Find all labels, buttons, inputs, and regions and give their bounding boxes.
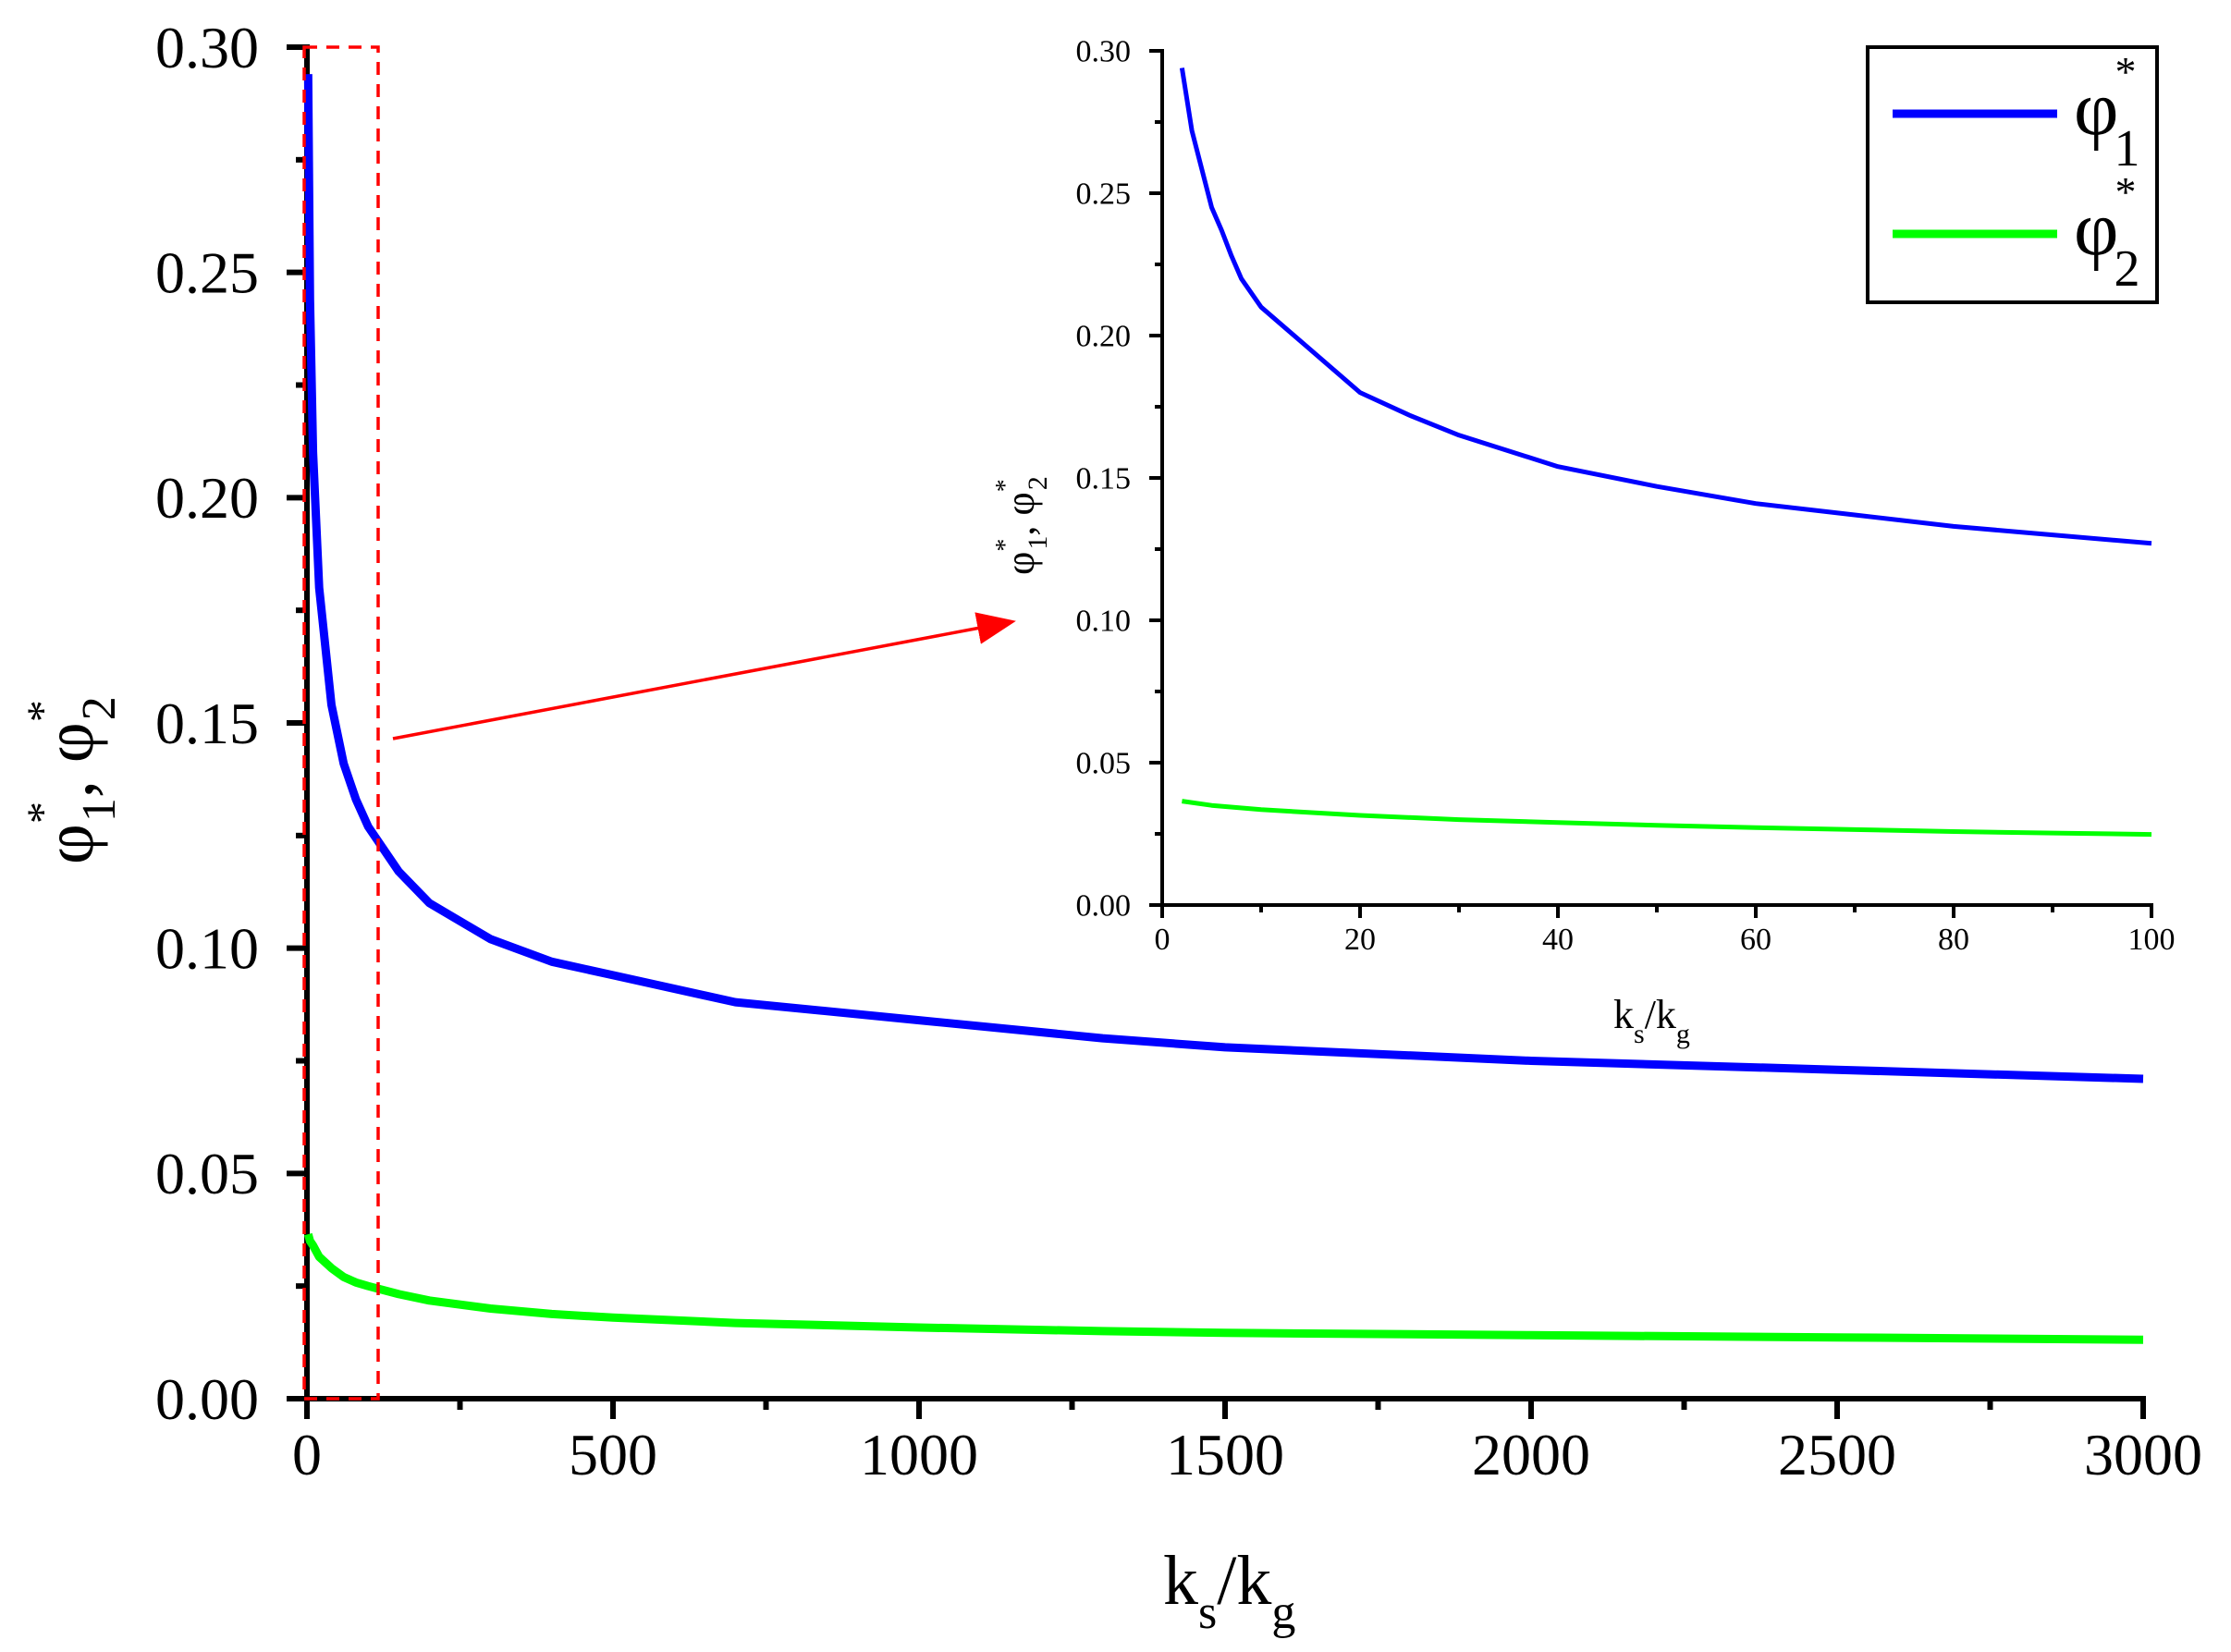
x-tick-label: 60 — [1740, 923, 1771, 957]
legend-label-phi2: φ* 2 — [2074, 168, 2139, 298]
main-plot: 0.000.050.100.150.200.250.30 0 500 1000 150… — [18, 15, 2202, 1639]
inset-series-phi1-line — [1179, 67, 2152, 546]
main-x-axis-ticks: 0 500 1000 1500 2000 2500 3000 — [292, 1399, 2202, 1487]
main-x-axis-label: ks/kg — [1163, 1542, 1295, 1639]
y-tick-label: 0.25 — [155, 239, 259, 305]
x-tick-label: 40 — [1542, 923, 1574, 957]
x-tick-label: 80 — [1938, 923, 1969, 957]
y-tick-label: 0.25 — [1076, 177, 1132, 212]
inset-plot: 0.00 0.05 0.10 0.15 0.20 0.25 0.30 0 20 40 60 80 10… — [991, 35, 2176, 1049]
x-tick-label: 2500 — [1778, 1422, 1896, 1487]
y-tick-label: 0.15 — [1076, 462, 1132, 496]
zoom-region-dashed-box — [302, 45, 380, 1401]
inset-x-axis-label: ks/kg — [1613, 992, 1690, 1049]
x-tick-label: 3000 — [2084, 1422, 2202, 1487]
inset-y-axis-label: φ* 1, φ* 2 — [991, 476, 1053, 575]
y-tick-label: 0.05 — [1076, 747, 1132, 781]
x-tick-label: 0 — [292, 1422, 322, 1487]
x-tick-label: 1000 — [860, 1422, 978, 1487]
y-tick-label: 0.30 — [155, 15, 259, 80]
main-y-axis-ticks: 0.00 0.05 0.10 0.15 0.20 0.25 0.30 — [155, 15, 307, 1432]
main-series-phi2-line — [303, 1232, 2144, 1344]
y-tick-label: 0.00 — [155, 1366, 259, 1432]
x-tick-label: 0 — [1155, 923, 1171, 957]
legend-label-phi1: φ* 1 — [2074, 48, 2139, 177]
legend: φ* 1 φ* 2 — [1866, 45, 2159, 304]
y-tick-label: 0.30 — [1076, 35, 1132, 69]
y-tick-label: 0.05 — [155, 1141, 259, 1206]
x-tick-label: 2000 — [1472, 1422, 1590, 1487]
y-tick-label: 0.20 — [155, 465, 259, 531]
y-tick-label: 0.10 — [1076, 605, 1132, 639]
legend-item-phi1: φ* 1 — [1893, 48, 2139, 177]
inset-x-axis-ticks: 0 20 40 60 80 100 — [1155, 905, 2176, 957]
y-tick-label: 0.00 — [1076, 889, 1132, 924]
legend-box — [1866, 45, 2159, 304]
main-series-phi1-line — [303, 74, 2144, 1083]
x-tick-label: 500 — [569, 1422, 657, 1487]
legend-item-phi2: φ* 2 — [1893, 168, 2139, 298]
main-y-axis-label: φ* 1, φ* 2 — [18, 696, 126, 864]
y-tick-label: 0.15 — [155, 691, 259, 756]
x-tick-label: 100 — [2128, 923, 2176, 957]
inset-y-axis-ticks: 0.00 0.05 0.10 0.15 0.20 0.25 0.30 — [1076, 35, 1162, 924]
inset-series-phi2-line — [1182, 799, 2152, 838]
y-tick-label: 0.20 — [1076, 320, 1132, 354]
zoom-arrow — [392, 612, 1016, 740]
x-tick-label: 20 — [1344, 923, 1376, 957]
y-tick-label: 0.10 — [155, 915, 259, 981]
x-tick-label: 1500 — [1166, 1422, 1284, 1487]
